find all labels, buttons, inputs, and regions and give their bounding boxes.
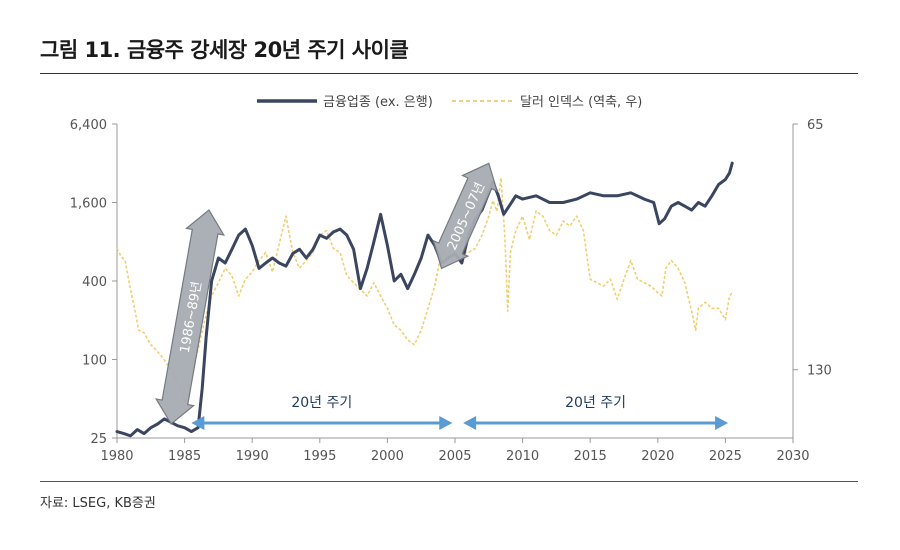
cycle-arrow-head-right [715, 416, 729, 430]
source-note: 자료: LSEG, KB증권 [40, 496, 156, 511]
left-tick-label: 6,400 [70, 118, 107, 133]
cycle-arrow-head-left [191, 416, 205, 430]
x-tick-label: 2010 [506, 449, 539, 464]
series-line-financials [115, 161, 734, 438]
chart-axes: 1980 1985 1990 1995 2000 2005 2010 2015 2020 2025… [70, 118, 832, 464]
x-tick-label: 2025 [709, 449, 742, 464]
x-tick-label: 1990 [236, 449, 269, 464]
x-tick-label: 2005 [438, 449, 471, 464]
trend-arrow-shape [432, 162, 499, 270]
cycle-arrow-head-right [439, 416, 453, 430]
left-tick-label: 25 [90, 432, 107, 447]
cycle-arrow-1: 20년 주기 [191, 395, 453, 430]
left-tick-label: 100 [82, 354, 107, 369]
x-tick-label: 1995 [303, 449, 336, 464]
chart-annotations: 1986~89년 2005~07년 20년 주기 20년 주기 [155, 162, 729, 430]
x-tick-label: 1980 [100, 449, 133, 464]
x-tick-label: 2020 [641, 449, 674, 464]
x-tick-label: 2015 [574, 449, 607, 464]
series-financials [115, 161, 734, 438]
footer-divider [40, 481, 858, 482]
page-title: 그림 11. 금융주 강세장 20년 주기 사이클 [40, 38, 409, 62]
legend-label-financials: 금융업종 (ex. 은행) [323, 94, 433, 110]
right-tick-label: 65 [807, 118, 824, 133]
left-tick-label: 400 [82, 275, 107, 290]
x-tick-label: 2030 [776, 449, 809, 464]
x-tick-label: 2000 [371, 449, 404, 464]
trend-arrow-1: 1986~89년 [155, 209, 226, 425]
cycle-arrow-2: 20년 주기 [463, 395, 729, 430]
trend-arrow-2: 2005~07년 [432, 162, 499, 270]
cycle-arrow-label: 20년 주기 [291, 395, 352, 411]
title-divider [40, 73, 858, 74]
trend-arrow-shape [155, 209, 226, 425]
right-tick-label: 130 [807, 364, 832, 379]
x-tick-label: 1985 [168, 449, 201, 464]
legend-label-usd-index: 달러 인덱스 (역축, 우) [520, 95, 642, 110]
cycle-arrow-label: 20년 주기 [565, 395, 626, 411]
left-tick-label: 1,600 [70, 197, 107, 212]
cycle-arrow-head-left [463, 416, 477, 430]
chart-legend: 금융업종 (ex. 은행) 달러 인덱스 (역축, 우) [257, 94, 642, 110]
